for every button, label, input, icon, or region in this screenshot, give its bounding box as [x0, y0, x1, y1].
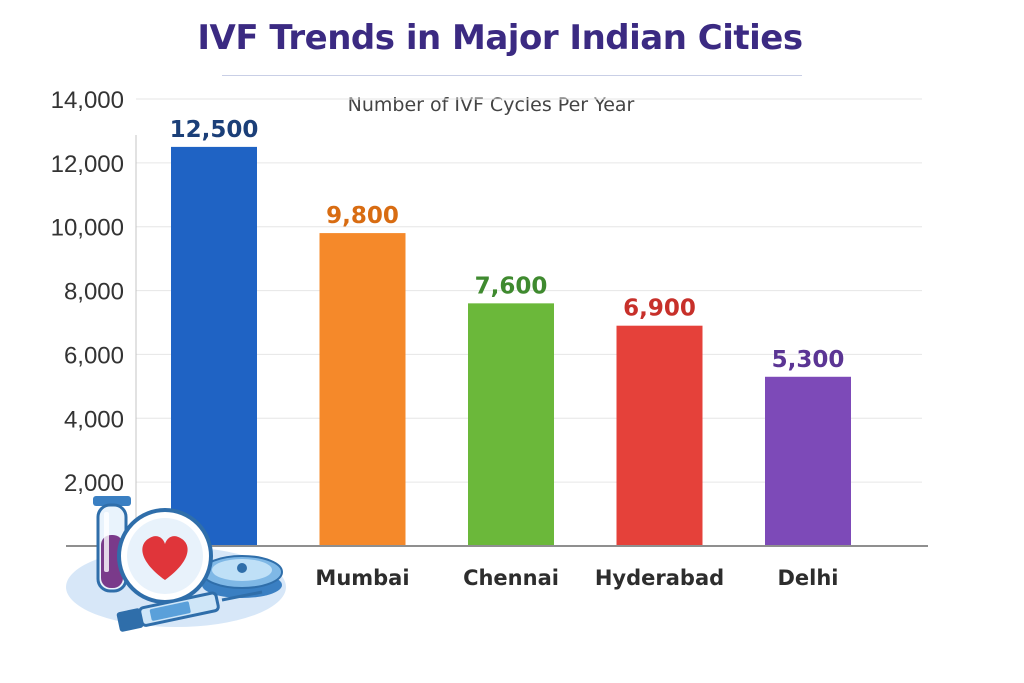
title-divider — [222, 75, 802, 76]
bar — [468, 303, 554, 546]
y-tick-label: 12,000 — [51, 151, 124, 178]
bar — [319, 233, 406, 546]
bar-value-label: 9,800 — [326, 203, 399, 229]
y-tick-label: 14,000 — [51, 87, 124, 114]
chart-title: IVF Trends in Major Indian Cities — [197, 18, 803, 58]
bar — [171, 146, 257, 546]
bar-value-label: 5,300 — [772, 347, 845, 373]
heart-badge-icon — [117, 508, 213, 604]
bar — [765, 376, 851, 546]
y-axis: 2,000 4,000 6,000 8,000 10,000 12,000 14,000 — [51, 87, 137, 546]
petri-dish-icon — [201, 555, 283, 598]
bar-value-label: 7,600 — [475, 273, 548, 299]
x-axis-labels: Mumbai Chennai Hyderabad Delhi — [315, 566, 838, 590]
ivf-medical-illustration-icon — [66, 496, 286, 632]
bar-value-label: 6,900 — [623, 296, 696, 322]
x-tick-label: Mumbai — [315, 566, 409, 590]
y-tick-label: 4,000 — [64, 406, 124, 433]
bar-value-label: 12,500 — [170, 117, 259, 143]
value-labels: 12,500 9,800 7,600 6,900 5,300 — [170, 117, 845, 373]
x-tick-label: Delhi — [777, 566, 838, 590]
bar — [616, 325, 703, 546]
y-tick-label: 10,000 — [51, 215, 124, 242]
x-tick-label: Hyderabad — [595, 566, 724, 590]
y-tick-label: 8,000 — [64, 279, 124, 306]
bars — [171, 146, 851, 546]
y-tick-label: 2,000 — [64, 470, 124, 497]
syringe-icon — [116, 590, 263, 632]
y-tick-label: 6,000 — [64, 342, 124, 369]
x-tick-label: Chennai — [463, 566, 559, 590]
